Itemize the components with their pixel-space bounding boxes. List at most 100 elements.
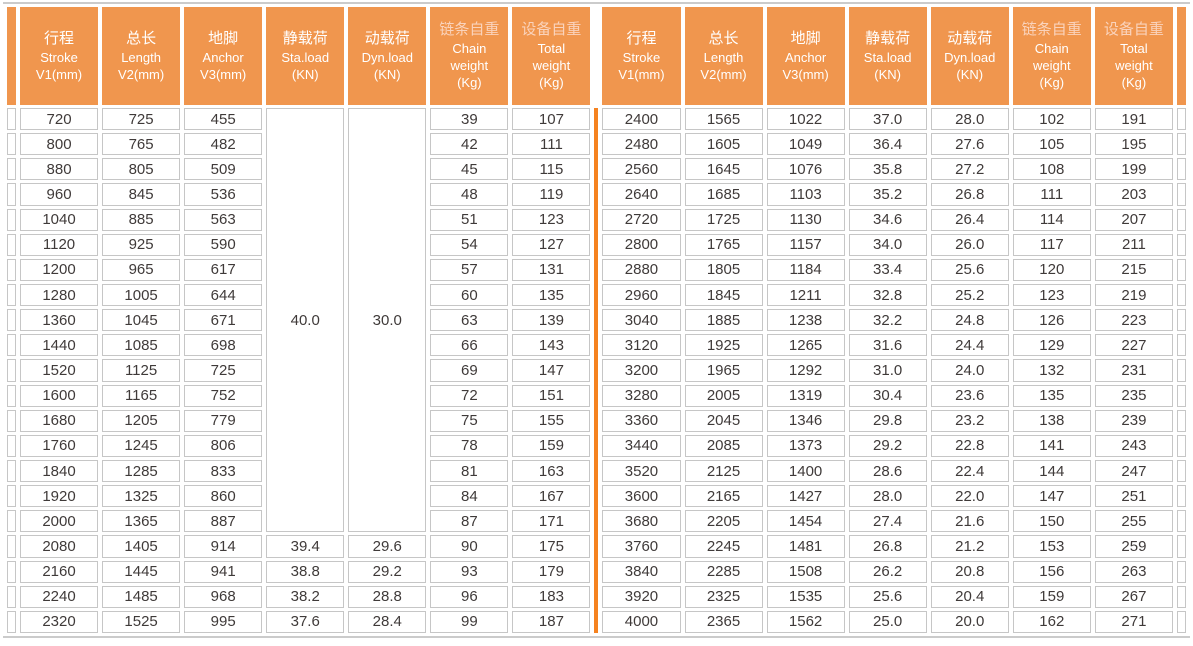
cell-stroke: 3520: [602, 459, 681, 483]
cell-total-weight: 139: [512, 309, 591, 332]
cell-total-weight: 127: [512, 233, 591, 256]
cell-length: 885: [102, 208, 181, 231]
right-edge-cell: [1177, 283, 1186, 307]
cell-chain-weight: 147: [1012, 485, 1091, 508]
cell-sta-load: 32.2: [848, 309, 927, 332]
left-edge-cell: [7, 283, 16, 307]
cell-total-weight: 107: [512, 108, 591, 131]
cell-length: 1485: [102, 585, 181, 608]
cell-chain-weight: 90: [430, 535, 509, 558]
cell-length: 1445: [102, 560, 181, 583]
cell-length: 1805: [684, 258, 763, 281]
column-header-anchor: 地脚 Anchor V3(mm): [184, 7, 263, 105]
cell-anchor: 752: [184, 384, 263, 407]
cell-total-weight: 271: [1094, 610, 1173, 633]
cell-chain-weight: 87: [430, 510, 509, 533]
cell-chain-weight: 93: [430, 560, 509, 583]
cell-chain-weight: 102: [1012, 108, 1091, 131]
cell-sta-load: 39.4: [266, 535, 345, 558]
table-row: 1760 1245 806 78 159 3440 2085 1373 29.2 22.8 141 2…: [7, 434, 1186, 457]
cell-length: 845: [102, 183, 181, 206]
cell-sta-load: 32.8: [848, 283, 927, 307]
cell-stroke: 2640: [602, 183, 681, 206]
cell-anchor: 1373: [766, 434, 845, 457]
table-header: 行程 Stroke V1(mm) 总长 Length V2(mm) 地脚 Anchor V3(m…: [7, 7, 1186, 105]
left-edge-cell: [7, 459, 16, 483]
right-edge-cell: [1177, 560, 1186, 583]
left-edge-cell: [7, 485, 16, 508]
left-edge-cell: [7, 133, 16, 156]
left-edge-cell: [7, 434, 16, 457]
column-header-sta-load: 静载荷 Sta.load (KN): [266, 7, 345, 105]
cell-total-weight: 187: [512, 610, 591, 633]
column-header-total-weight: 设备自重 Total weight (Kg): [1094, 7, 1173, 105]
cell-sta-load: 31.0: [848, 359, 927, 382]
column-header-length-line: V2(mm): [117, 66, 165, 82]
cell-total-weight: 235: [1094, 384, 1173, 407]
cell-dyn-load: 26.8: [930, 183, 1009, 206]
cell-anchor: 1130: [766, 208, 845, 231]
cell-anchor: 590: [184, 233, 263, 256]
cell-length: 1845: [684, 283, 763, 307]
cell-sta-load: 25.0: [848, 610, 927, 633]
cell-stroke: 960: [20, 183, 99, 206]
cell-length: 2365: [684, 610, 763, 633]
column-header-total-weight-zh: 设备自重: [1103, 21, 1164, 39]
right-edge-cell: [1177, 233, 1186, 256]
cell-total-weight: 163: [512, 459, 591, 483]
column-header-sta-load-line: (KN): [291, 66, 319, 82]
cell-chain-weight: 126: [1012, 309, 1091, 332]
cell-chain-weight: 66: [430, 334, 509, 357]
cell-anchor: 1508: [766, 560, 845, 583]
cell-chain-weight: 39: [430, 108, 509, 131]
left-edge-cell: [7, 409, 16, 432]
cell-total-weight: 151: [512, 384, 591, 407]
cell-total-weight: 219: [1094, 283, 1173, 307]
cell-chain-weight: 108: [1012, 158, 1091, 181]
cell-chain-weight: 45: [430, 158, 509, 181]
left-edge-cell: [7, 233, 16, 256]
cell-length: 1565: [684, 108, 763, 131]
cell-total-weight: 135: [512, 283, 591, 307]
column-header-chain-weight: 链条自重 Chain weight (Kg): [1012, 7, 1091, 105]
column-header-dyn-load: 动载荷 Dyn.load (KN): [930, 7, 1009, 105]
left-edge-cell: [7, 158, 16, 181]
cell-anchor: 536: [184, 183, 263, 206]
cell-stroke: 2800: [602, 233, 681, 256]
column-header-stroke: 行程 Stroke V1(mm): [20, 7, 99, 105]
column-header-length-zh: 总长: [708, 29, 739, 47]
cell-dyn-load: 24.8: [930, 309, 1009, 332]
cell-dyn-load: 26.4: [930, 208, 1009, 231]
column-header-anchor-zh: 地脚: [790, 29, 821, 47]
column-header-length-line: Length: [121, 49, 161, 65]
cell-chain-weight: 51: [430, 208, 509, 231]
cell-dyn-load: 24.4: [930, 334, 1009, 357]
cell-total-weight: 155: [512, 409, 591, 432]
cell-sta-load: 33.4: [848, 258, 927, 281]
cell-chain-weight: 99: [430, 610, 509, 633]
cell-length: 925: [102, 233, 181, 256]
cell-length: 1685: [684, 183, 763, 206]
column-header-dyn-load-zh: 动载荷: [947, 29, 993, 47]
cell-total-weight: 203: [1094, 183, 1173, 206]
cell-stroke: 2960: [602, 283, 681, 307]
cell-total-weight: 171: [512, 510, 591, 533]
table-row: 2320 1525 995 37.6 28.4 99 187 4000 2365 1562 25.0…: [7, 610, 1186, 633]
cell-length: 1965: [684, 359, 763, 382]
cell-length: 1645: [684, 158, 763, 181]
cell-anchor: 1481: [766, 535, 845, 558]
column-header-stroke-line: Stroke: [622, 49, 661, 65]
cell-stroke: 1680: [20, 409, 99, 432]
column-header-stroke-line: V1(mm): [35, 66, 83, 82]
cell-stroke: 2240: [20, 585, 99, 608]
cell-dyn-load: 23.6: [930, 384, 1009, 407]
cell-dyn-load: 21.6: [930, 510, 1009, 533]
cell-total-weight: 131: [512, 258, 591, 281]
column-header-dyn-load-line: Dyn.load: [361, 49, 413, 65]
cell-stroke: 2400: [602, 108, 681, 131]
cell-length: 1205: [102, 409, 181, 432]
right-edge-cell: [1177, 334, 1186, 357]
cell-total-weight: 267: [1094, 585, 1173, 608]
cell-anchor: 860: [184, 485, 263, 508]
